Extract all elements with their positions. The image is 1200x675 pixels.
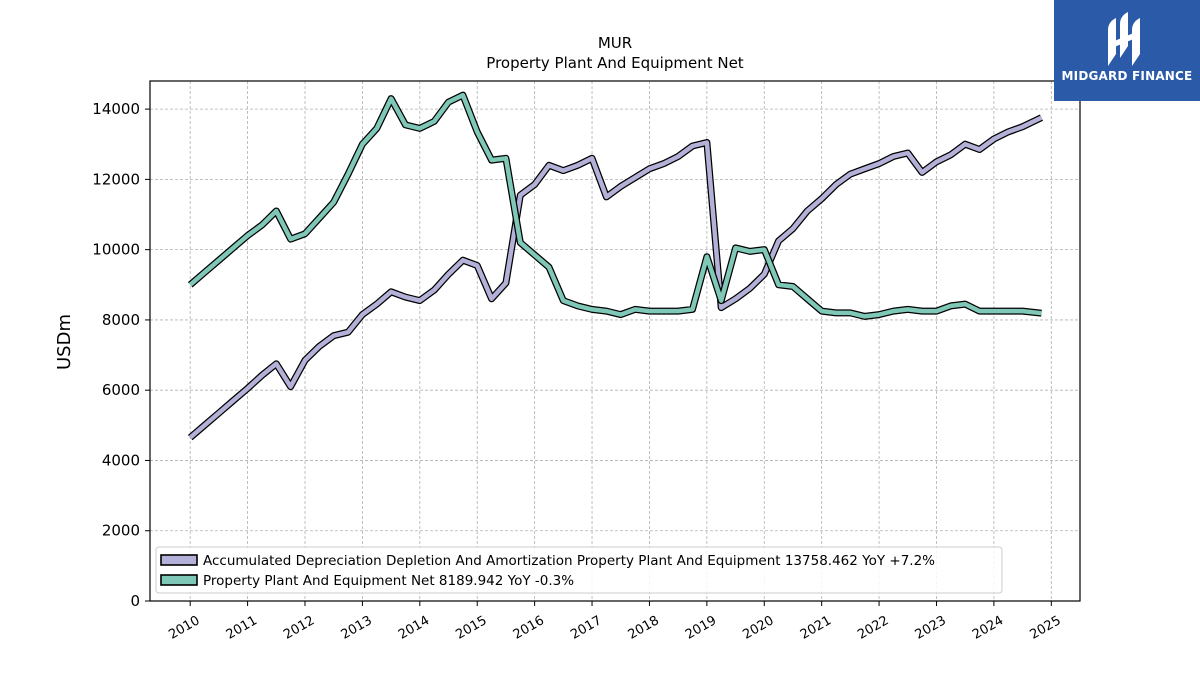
y-tick-label: 6000 [102, 381, 140, 399]
x-tick-label: 2014 [396, 613, 432, 643]
x-tick-label: 2022 [855, 613, 891, 643]
legend-box [155, 546, 1003, 594]
x-tick-label: 2025 [1027, 613, 1063, 643]
y-tick-label: 4000 [102, 451, 140, 469]
x-tick-label: 2019 [683, 613, 719, 643]
series-lines [187, 91, 1044, 441]
x-tick-label: 2021 [798, 613, 834, 643]
x-tick-label: 2010 [166, 613, 202, 643]
y-tick-label: 0 [130, 592, 140, 610]
legend-label-2: Property Plant And Equipment Net 8189.94… [203, 573, 574, 589]
brand-logo: MIDGARD FINANCE [1054, 0, 1200, 101]
y-tick-label: 8000 [102, 311, 140, 329]
brand-name: MIDGARD FINANCE [1061, 69, 1193, 83]
legend-swatch-1 [160, 554, 198, 566]
series-outline-2 [187, 91, 1042, 320]
y-tick-label: 2000 [102, 522, 140, 540]
legend: Accumulated Depreciation Depletion And A… [155, 546, 1003, 594]
x-tick-label: 2018 [626, 613, 662, 643]
chart-title: MUR [598, 34, 632, 52]
x-tick-label: 2015 [453, 613, 489, 643]
series-outline-1 [187, 114, 1044, 441]
x-tick-label: 2017 [568, 613, 604, 643]
x-tick-label: 2016 [511, 613, 547, 643]
x-tick-label: 2023 [913, 613, 949, 643]
legend-swatch-2 [160, 574, 198, 586]
chart-subtitle: Property Plant And Equipment Net [486, 54, 743, 72]
x-tick-label: 2024 [970, 613, 1006, 643]
y-tick-label: 10000 [92, 241, 140, 259]
plot-frame [149, 80, 1081, 602]
midgard-logo-icon [1108, 12, 1140, 66]
x-tick-label: 2013 [339, 613, 375, 643]
x-tick-label: 2012 [281, 613, 317, 643]
series-line-2 [188, 92, 1042, 319]
y-axis-label: USDm [54, 314, 75, 370]
y-tick-label: 12000 [92, 170, 140, 188]
x-tick-label: 2020 [740, 613, 776, 643]
series-line-1 [188, 115, 1043, 440]
legend-label-1: Accumulated Depreciation Depletion And A… [203, 553, 935, 569]
x-tick-label: 2011 [224, 613, 260, 643]
y-tick-label: 14000 [92, 100, 140, 118]
